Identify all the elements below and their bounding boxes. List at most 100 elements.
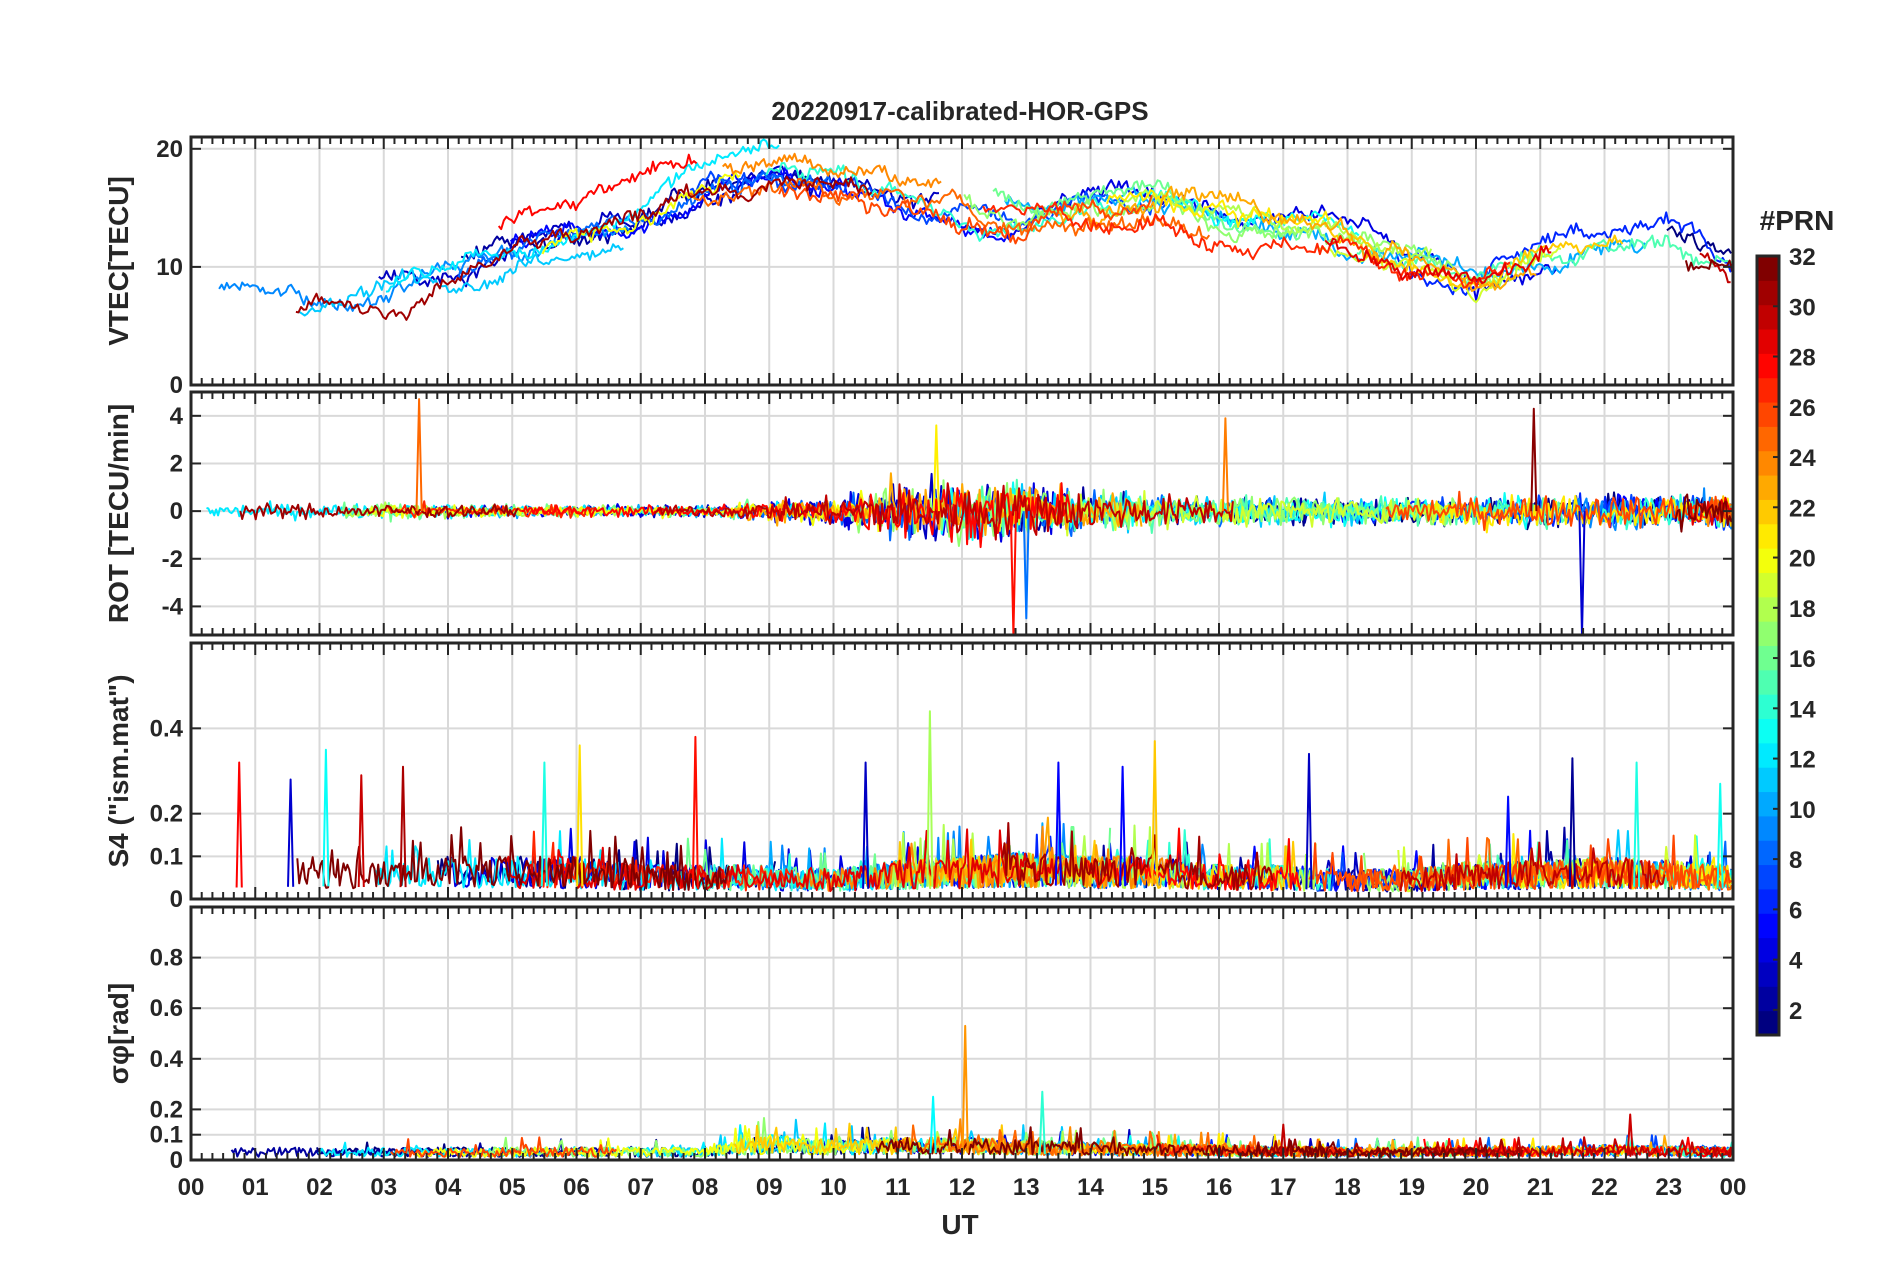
- spike-1: [415, 398, 423, 512]
- series-prn-26: [390, 1136, 618, 1158]
- spike-6: [540, 761, 548, 887]
- colorbar-tick-label: 2: [1789, 998, 1802, 1025]
- colorbar-band: [1757, 499, 1779, 525]
- colorbar-band: [1757, 548, 1779, 573]
- series-prn-1: [1666, 225, 1732, 255]
- y-tick-label: 0: [170, 372, 183, 399]
- y-tick-label: 0: [170, 886, 183, 913]
- colorbar-band: [1757, 864, 1779, 890]
- series-prn-26: [1308, 834, 1733, 893]
- series-prn-29: [503, 828, 1063, 893]
- y-axis-label: S4 ("ism.mat"): [103, 674, 134, 867]
- spike-3: [1009, 511, 1017, 635]
- colorbar-band: [1757, 840, 1779, 866]
- series-prn-29: [1324, 237, 1552, 285]
- series-prn-15: [963, 478, 1569, 538]
- series-prn-26: [778, 185, 1153, 245]
- y-tick-label: -2: [162, 546, 183, 573]
- panel-4: 00.10.2 0.4 0.6 0.8 σφ[rad] 00 01 02 03 04 05 06 07 0…: [103, 905, 1746, 1201]
- series-prn-31: [239, 502, 519, 521]
- colorbar-tick-label: 6: [1789, 897, 1802, 924]
- colorbar-tick-label: 22: [1789, 495, 1816, 522]
- colorbar-band: [1757, 742, 1779, 768]
- colorbar-band: [1757, 937, 1779, 963]
- x-tick-label: 00: [178, 1174, 205, 1201]
- y-tick-label: 4: [170, 403, 184, 430]
- colorbar-band: [1757, 645, 1779, 671]
- y-tick-label: -4: [162, 593, 184, 620]
- y-tick-label: 0.8: [150, 945, 183, 972]
- series-prn-30: [1699, 252, 1731, 284]
- spike-13: [1151, 740, 1159, 887]
- colorbar-band: [1757, 961, 1779, 987]
- x-tick-label: 04: [435, 1174, 462, 1201]
- x-tick-label: 02: [306, 1174, 333, 1201]
- grid: [191, 907, 1733, 1160]
- y-tick-label: 20: [156, 136, 183, 163]
- y-tick-label: 0: [170, 1147, 183, 1174]
- spike-3: [1038, 1090, 1046, 1155]
- spike-2: [961, 1024, 969, 1154]
- spike-18: [1716, 782, 1724, 889]
- traces: [235, 710, 1733, 893]
- spike-16: [1568, 757, 1576, 887]
- spike-5: [1221, 417, 1229, 512]
- series-prn-27: [982, 201, 1511, 289]
- series-prn-32: [1674, 493, 1733, 533]
- colorbar-tick-label: 32: [1789, 244, 1816, 271]
- traces: [206, 398, 1733, 635]
- spike-11: [1054, 761, 1062, 886]
- x-tick-label: 16: [1206, 1174, 1233, 1201]
- spike-7: [1578, 511, 1586, 635]
- series-prn-23: [1057, 185, 1537, 292]
- colorbar-band: [1757, 913, 1779, 939]
- spike-2: [932, 424, 940, 512]
- spike-15: [1504, 795, 1512, 888]
- y-tick-label: 10: [156, 254, 183, 281]
- colorbar-band: [1757, 353, 1779, 379]
- traces: [218, 138, 1733, 321]
- colorbar-band: [1757, 426, 1779, 452]
- y-axis-label: σφ[rad]: [103, 983, 134, 1084]
- colorbar-tick-label: 14: [1789, 696, 1816, 723]
- series-prn-31: [1001, 822, 1274, 891]
- spike-4: [357, 774, 365, 888]
- colorbar-tick-label: 10: [1789, 797, 1816, 824]
- x-tick-label: 12: [949, 1174, 976, 1201]
- panel-2: -4 -2 0 2 4 ROT [TECU/min]: [103, 390, 1735, 637]
- x-tick-label: 08: [692, 1174, 719, 1201]
- x-tick-label: 10: [820, 1174, 847, 1201]
- colorbar-band: [1757, 572, 1779, 598]
- colorbar-frame: [1755, 254, 1781, 1037]
- colorbar-band: [1757, 377, 1779, 403]
- traces: [230, 1024, 1733, 1158]
- spike-17: [1633, 761, 1641, 887]
- colorbar-tick-label: 20: [1789, 546, 1816, 573]
- series-prn-31: [295, 175, 873, 321]
- colorbar-tick-label: 26: [1789, 395, 1816, 422]
- x-tick-label: 22: [1591, 1174, 1618, 1201]
- colorbar-band: [1757, 402, 1779, 427]
- series-prn-28: [497, 153, 698, 231]
- colorbar-band: [1757, 280, 1779, 306]
- series-prn-32: [296, 826, 730, 891]
- colorbar-tick-label: 16: [1789, 646, 1816, 673]
- y-tick-label: 0.6: [150, 995, 183, 1022]
- x-tick-label: 01: [242, 1174, 269, 1201]
- x-tick-label: 17: [1270, 1174, 1297, 1201]
- panel-3: 0 0.1 0.2 0.4 S4 ("ism.mat"): [103, 641, 1735, 913]
- y-tick-label: 2: [170, 450, 183, 477]
- series-prn-30: [653, 482, 1234, 541]
- colorbar-tick-label: 28: [1789, 345, 1816, 372]
- x-tick-label: 11: [885, 1174, 910, 1201]
- colorbar-band: [1757, 329, 1779, 354]
- y-tick-label: 0.1: [150, 843, 183, 870]
- colorbar-band: [1757, 694, 1779, 720]
- series-prn-24: [721, 152, 942, 189]
- x-tick-label: 20: [1463, 1174, 1490, 1201]
- series-prn-21: [1106, 189, 1332, 228]
- x-tick-label: 09: [756, 1174, 783, 1201]
- x-tick-label: 06: [563, 1174, 590, 1201]
- spike-7: [576, 744, 584, 887]
